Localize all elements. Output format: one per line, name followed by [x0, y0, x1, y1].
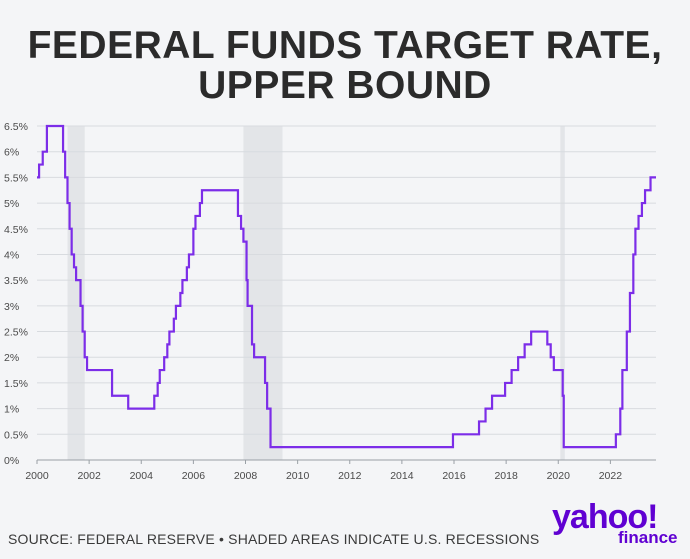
- x-tick-label: 2000: [25, 470, 49, 482]
- y-tick-label: 0%: [4, 455, 19, 467]
- rate-series-line: [37, 124, 656, 449]
- x-tick-label: 2018: [494, 470, 518, 482]
- x-tick-label: 2004: [130, 470, 154, 482]
- x-tick-label: 2014: [390, 470, 414, 482]
- source-footer: SOURCE: FEDERAL RESERVE • SHADED AREAS I…: [8, 531, 540, 547]
- x-tick-label: 2012: [338, 470, 362, 482]
- y-tick-label: 4%: [4, 249, 19, 261]
- logo-brand: yahoo!: [552, 498, 658, 536]
- y-tick-label: 0.5%: [4, 429, 28, 441]
- y-tick-label: 6.5%: [4, 121, 28, 133]
- y-tick-label: 4.5%: [4, 224, 28, 236]
- x-tick-label: 2022: [599, 470, 623, 482]
- recession-band: [560, 126, 565, 460]
- y-tick-label: 5.5%: [4, 172, 28, 184]
- x-tick-label: 2020: [547, 470, 571, 482]
- yahoo-finance-logo: yahoo! finance: [552, 500, 680, 548]
- x-tick-label: 2010: [286, 470, 310, 482]
- y-tick-label: 2.5%: [4, 327, 28, 339]
- recession-band: [67, 126, 85, 460]
- x-tick-label: 2008: [234, 470, 258, 482]
- x-tick-label: 2016: [442, 470, 466, 482]
- y-tick-label: 3%: [4, 301, 19, 313]
- x-tick-label: 2002: [77, 470, 101, 482]
- y-tick-label: 5%: [4, 198, 19, 210]
- chart-title-line-2: UPPER BOUND: [198, 64, 492, 107]
- chart-title: FEDERAL FUNDS TARGET RATE, UPPER BOUND: [0, 26, 690, 106]
- y-tick-label: 1.5%: [4, 378, 28, 390]
- recession-band: [243, 126, 283, 460]
- y-tick-label: 3.5%: [4, 275, 28, 287]
- y-tick-label: 1%: [4, 404, 19, 416]
- chart-title-line-1: FEDERAL FUNDS TARGET RATE,: [27, 24, 663, 67]
- x-tick-label: 2006: [182, 470, 206, 482]
- y-tick-label: 2%: [4, 352, 19, 364]
- y-tick-label: 6%: [4, 147, 19, 159]
- logo-sub: finance: [618, 528, 678, 547]
